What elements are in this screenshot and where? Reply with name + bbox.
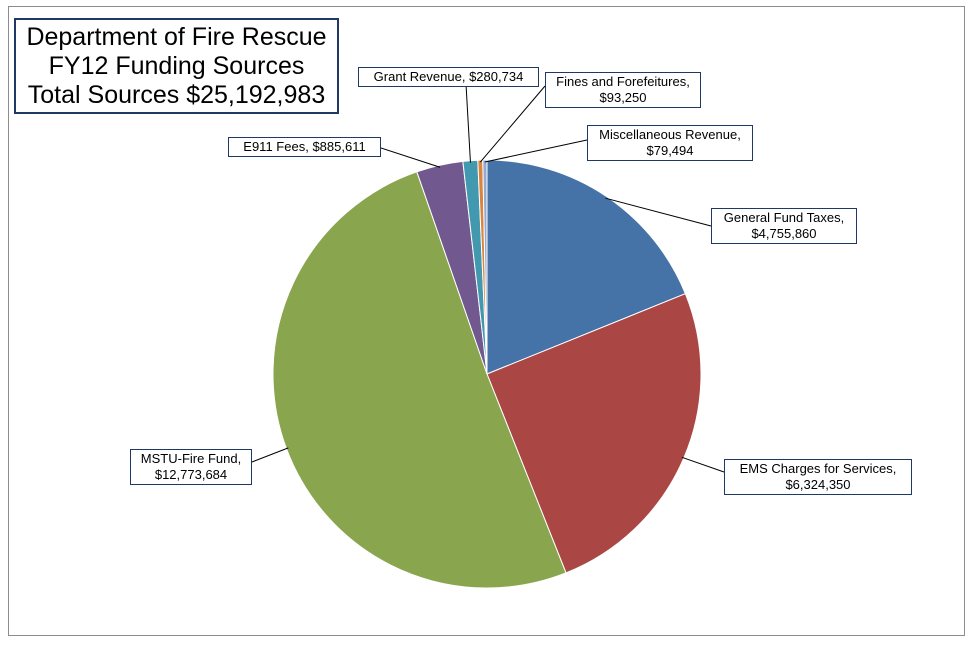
label-misc-revenue-value: $79,494 [646, 143, 694, 158]
chart-title-line-2: FY12 Funding Sources [48, 52, 305, 80]
leader-line-misc-revenue [484, 139, 588, 163]
label-fines-forefeitures-value: $93,250 [599, 90, 647, 105]
chart-title: Department of Fire Rescue FY12 Funding S… [14, 18, 339, 114]
label-general-fund-taxes-value: $4,755,860 [751, 226, 817, 241]
label-grant-revenue: Grant Revenue, $280,734 [358, 67, 539, 87]
label-general-fund-taxes-name: General Fund Taxes, [723, 210, 845, 225]
pie-slice-general-fund-taxes [486, 159, 687, 375]
label-ems-charges-value: $6,324,350 [785, 477, 851, 492]
label-e911-fees-name: E911 Fees, [243, 139, 309, 154]
label-misc-revenue: Miscellaneous Revenue, $79,494 [587, 125, 753, 161]
leader-line-mstu-fire-fund [251, 447, 289, 463]
chart-title-line-1: Department of Fire Rescue [26, 23, 327, 51]
label-fines-forefeitures: Fines and Forefeitures, $93,250 [545, 72, 701, 108]
label-e911-fees: E911 Fees, $885,611 [228, 137, 381, 157]
leader-line-general-fund-taxes [605, 197, 712, 227]
label-ems-charges: EMS Charges for Services, $6,324,350 [724, 459, 912, 495]
label-grant-revenue-name: Grant Revenue, [373, 69, 466, 84]
chart-title-line-3: Total Sources $25,192,983 [27, 81, 326, 109]
leader-line-fines-forefeitures [479, 85, 546, 163]
leader-line-e911-fees [380, 147, 441, 168]
label-mstu-fire-fund-name: MSTU-Fire Fund, [140, 451, 242, 466]
label-grant-revenue-value: $280,734 [469, 69, 524, 84]
label-ems-charges-name: EMS Charges for Services, [739, 461, 897, 476]
label-mstu-fire-fund: MSTU-Fire Fund, $12,773,684 [130, 449, 252, 485]
pie-slice-misc-revenue [482, 159, 488, 375]
label-misc-revenue-name: Miscellaneous Revenue, [599, 127, 741, 142]
leader-line-grant-revenue [465, 83, 471, 163]
label-general-fund-taxes: General Fund Taxes, $4,755,860 [711, 208, 857, 244]
label-e911-fees-value: $885,611 [312, 139, 366, 154]
label-fines-forefeitures-name: Fines and Forefeitures, [556, 74, 690, 89]
leader-line-ems-charges [681, 456, 725, 473]
label-mstu-fire-fund-value: $12,773,684 [154, 467, 228, 482]
